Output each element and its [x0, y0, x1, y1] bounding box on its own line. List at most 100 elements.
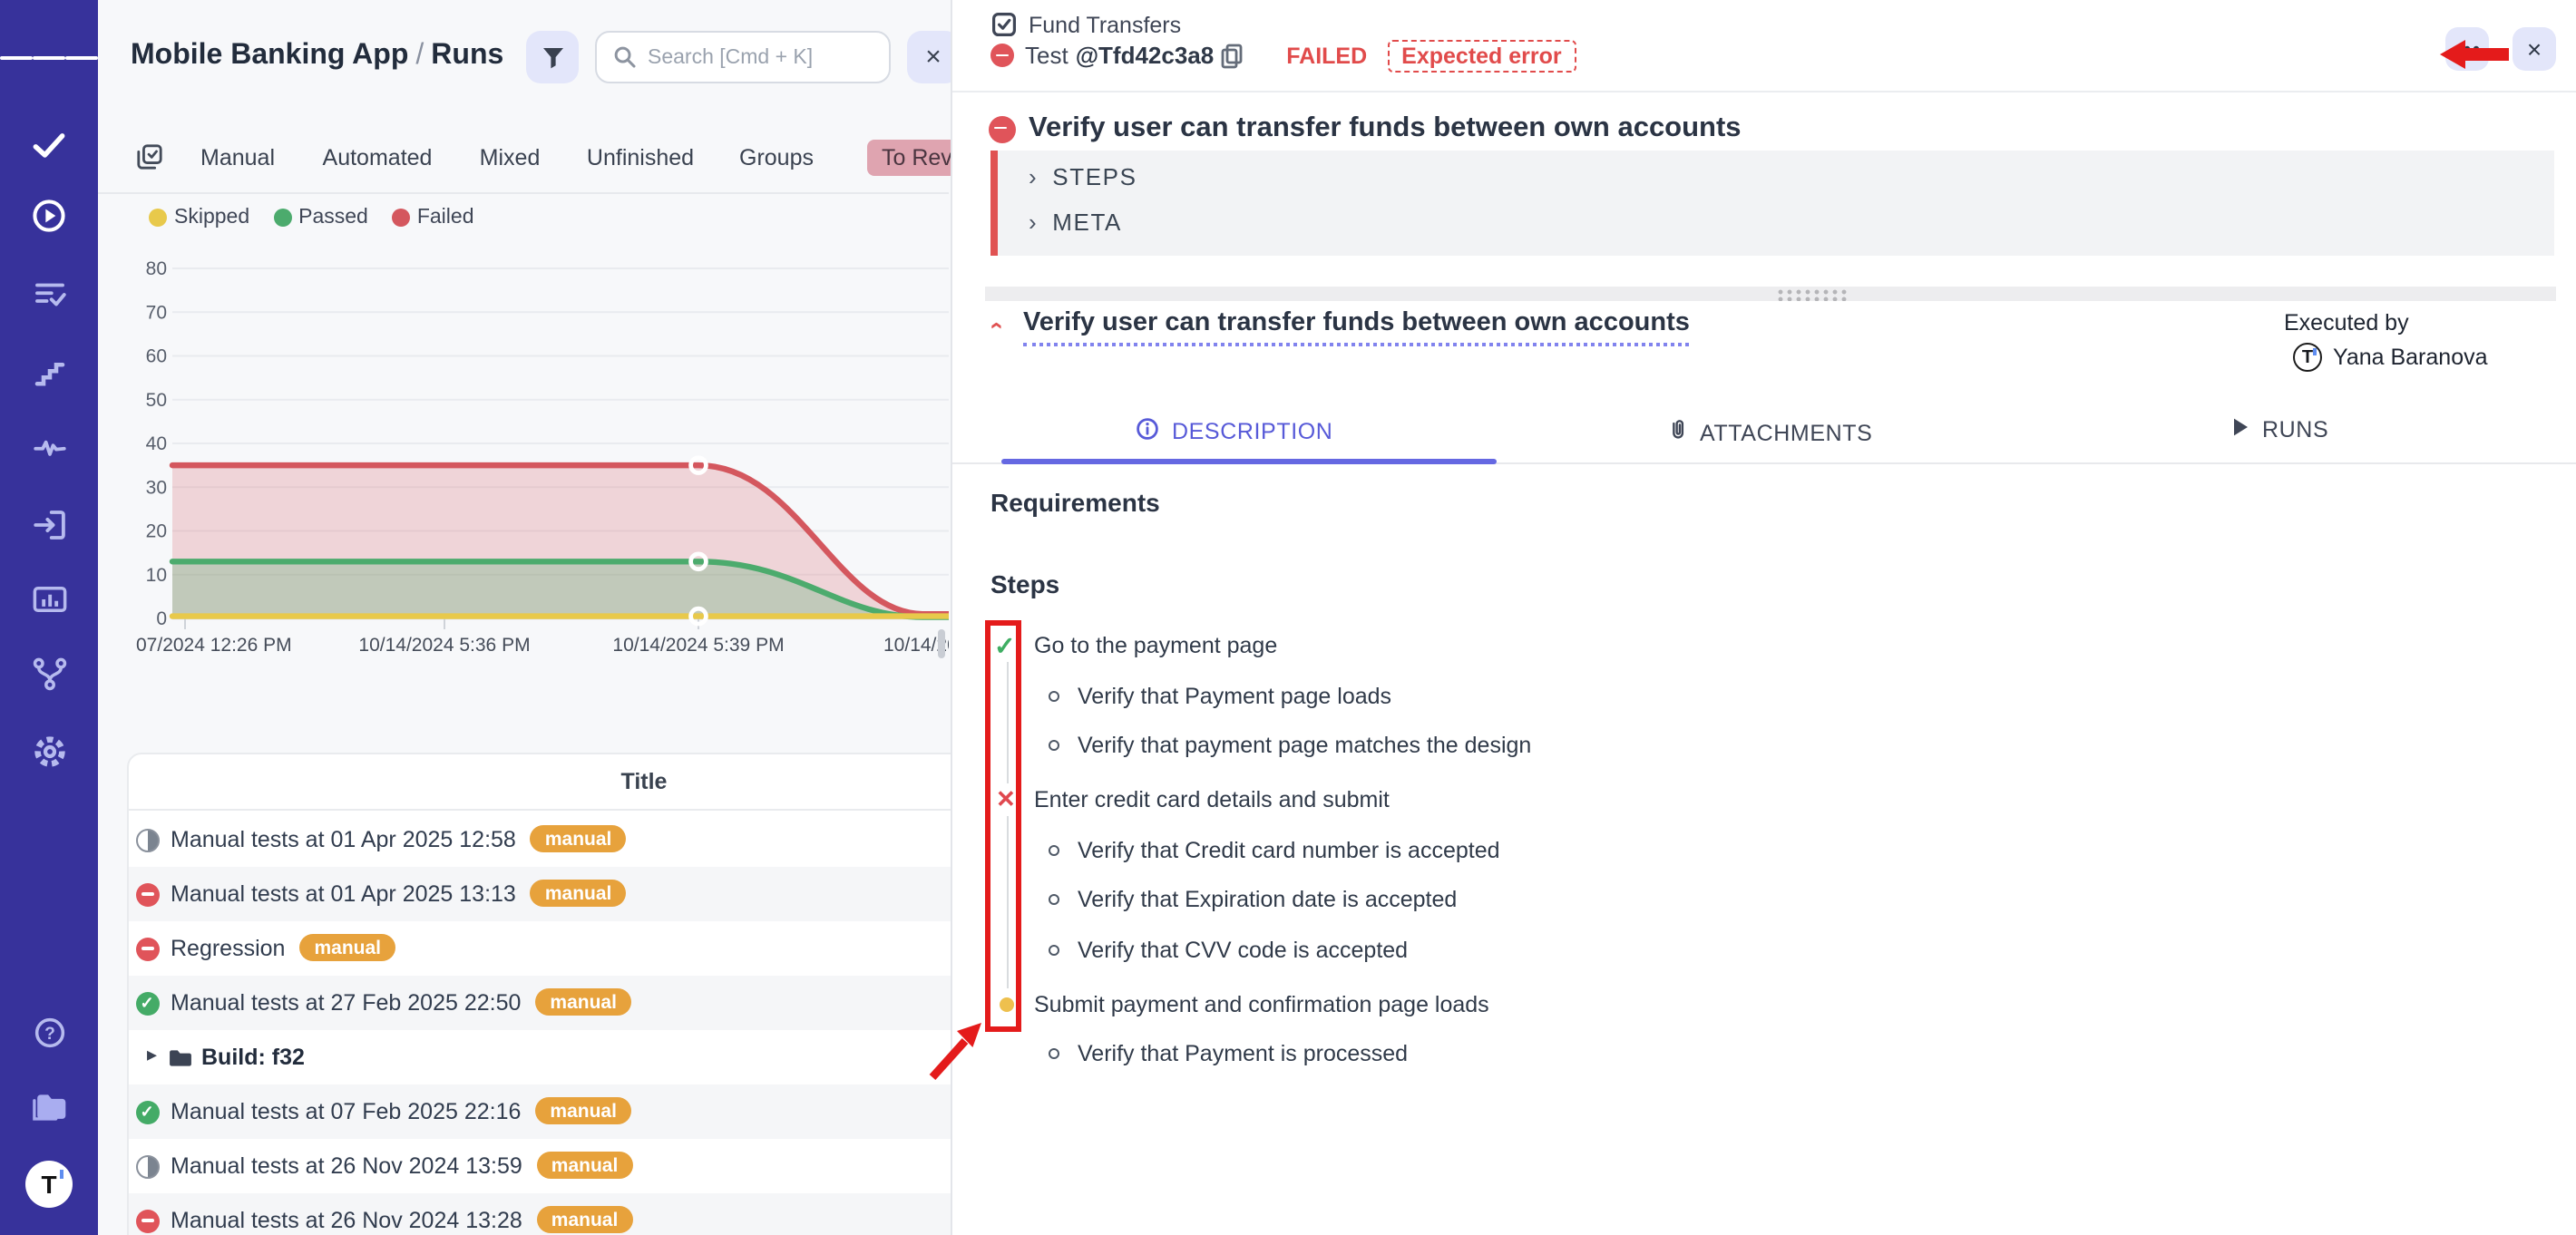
logo-avatar[interactable]: T — [0, 1157, 98, 1211]
tab-groups[interactable]: Groups — [739, 145, 814, 170]
table-row[interactable]: Manual tests at 26 Nov 2024 13:59 manual — [129, 1139, 950, 1193]
tab-attachments[interactable]: ATTACHMENTS — [1667, 417, 1872, 448]
close-detail-button[interactable]: × — [2513, 27, 2556, 71]
panel-close-button[interactable]: × — [907, 31, 950, 83]
table-row[interactable]: Manual tests at 26 Nov 2024 13:28 manual — [129, 1193, 950, 1235]
info-icon — [1136, 417, 1159, 446]
tab-label: DESCRIPTION — [1172, 419, 1333, 444]
resize-handle[interactable] — [985, 287, 2556, 301]
divider — [952, 91, 2576, 92]
executed-by-name: Yana Baranova — [2333, 345, 2488, 370]
test-details-title: Verify user can transfer funds between o… — [1023, 308, 1690, 346]
svg-text:80: 80 — [146, 258, 167, 279]
select-all-icon[interactable] — [136, 143, 163, 180]
manual-badge: manual — [535, 1097, 631, 1124]
svg-text:60: 60 — [146, 346, 167, 367]
collapsed-sections: › STEPS › META — [990, 151, 2554, 256]
branch-icon[interactable] — [0, 646, 98, 700]
step-text: Submit payment and confirmation page loa… — [1034, 991, 1489, 1016]
reports-icon[interactable] — [0, 571, 98, 626]
meta-section-toggle[interactable]: › META — [1029, 209, 1122, 236]
substep-text: Verify that Payment page loads — [1078, 683, 1392, 708]
tab-mixed[interactable]: Mixed — [479, 145, 541, 170]
tab-unfinished[interactable]: Unfinished — [586, 145, 695, 170]
substep-bullet-icon — [1049, 690, 1059, 701]
run-title: Manual tests at 26 Nov 2024 13:28 manual — [171, 1206, 633, 1235]
meta-section-label: META — [1052, 209, 1122, 236]
collapse-caret-icon[interactable]: › — [981, 321, 1009, 330]
active-tab-underline — [1001, 459, 1497, 464]
step-connector — [1007, 662, 1009, 783]
substep-text: Verify that Credit card number is accept… — [1078, 837, 1500, 862]
table-row[interactable]: Manual tests at 01 Apr 2025 12:58 manual — [129, 812, 950, 867]
settings-gear-icon[interactable] — [0, 724, 98, 778]
failed-status-icon — [135, 1209, 159, 1232]
legend-item-skipped[interactable]: Skipped — [149, 207, 249, 229]
tab-runs[interactable]: RUNS — [2231, 417, 2328, 442]
runs-table: Title Manual tests at 01 Apr 2025 12:58 m… — [127, 753, 950, 1235]
table-row[interactable]: ✓ Manual tests at 27 Feb 2025 22:50 manual — [129, 976, 950, 1030]
folder-icon — [169, 1045, 192, 1077]
tab-to-review[interactable]: To Review — [867, 140, 950, 176]
test-results-icon[interactable] — [0, 267, 98, 321]
menu-icon[interactable] — [0, 31, 98, 85]
steps-section-toggle[interactable]: › STEPS — [1029, 163, 1137, 190]
in-progress-status-icon — [135, 828, 159, 851]
run-title: Manual tests at 27 Feb 2025 22:50 manual — [171, 988, 631, 1017]
table-row[interactable]: Regression manual — [129, 921, 950, 976]
close-icon: × — [925, 42, 942, 73]
tab-manual[interactable]: Manual — [200, 145, 275, 170]
table-row[interactable]: Manual tests at 01 Apr 2025 13:13 manual — [129, 867, 950, 921]
help-icon[interactable]: ? — [0, 1005, 98, 1059]
manual-badge: manual — [535, 988, 631, 1016]
test-header-row: Test @Tfd42c3a8 FAILED Expected error — [1025, 39, 1576, 72]
steps-icon[interactable] — [0, 345, 98, 399]
tab-label: RUNS — [2262, 417, 2329, 442]
failed-status-icon — [135, 882, 159, 906]
legend-label: Skipped — [174, 207, 250, 229]
manual-badge: manual — [299, 934, 395, 961]
import-icon[interactable] — [0, 497, 98, 551]
test-label: Test — [1025, 42, 1068, 69]
tab-description[interactable]: DESCRIPTION — [1136, 417, 1332, 446]
table-row[interactable]: ✓ Manual tests at 07 Feb 2025 22:16 manual — [129, 1084, 950, 1139]
substep-bullet-icon — [1049, 844, 1059, 855]
legend-item-passed[interactable]: Passed — [273, 207, 368, 229]
search-input[interactable] — [648, 46, 865, 68]
filter-button[interactable] — [526, 31, 579, 83]
expand-caret-icon[interactable]: ▸ — [147, 1045, 158, 1066]
check-icon[interactable] — [0, 118, 98, 172]
legend-item-failed[interactable]: Failed — [391, 207, 474, 229]
run-title: Manual tests at 01 Apr 2025 13:13 manual — [171, 880, 627, 909]
play-circle-icon[interactable] — [0, 189, 98, 243]
divider — [952, 462, 2576, 464]
breadcrumb-project[interactable]: Mobile Banking App — [131, 40, 409, 71]
manual-badge: manual — [536, 1152, 633, 1179]
step-passed-icon: ✓ — [994, 631, 1016, 660]
chevron-right-icon: › — [1029, 209, 1039, 236]
more-button[interactable] — [2445, 27, 2489, 71]
tab-automated[interactable]: Automated — [322, 145, 433, 170]
funnel-icon — [542, 47, 562, 68]
status-badge: FAILED — [1286, 43, 1368, 68]
copy-icon[interactable] — [1221, 43, 1243, 68]
runs-history-chart: 0 10 20 30 40 50 60 70 80 07/2024 12:26 PM 10/14/2… — [136, 258, 949, 656]
svg-text:10/14/2024 5:36 PM: 10/14/2024 5:36 PM — [358, 635, 530, 656]
substep-text: Verify that CVV code is accepted — [1078, 937, 1409, 962]
failed-status-icon — [989, 116, 1016, 143]
divider — [98, 192, 949, 194]
svg-text:10/14/202: 10/14/202 — [883, 635, 949, 656]
svg-text:?: ? — [44, 1024, 54, 1043]
svg-text:0: 0 — [156, 608, 167, 629]
projects-folder-icon[interactable] — [0, 1081, 98, 1135]
executed-by-label: Executed by — [2284, 310, 2409, 335]
substep-bullet-icon — [1049, 740, 1059, 751]
legend-label: Passed — [298, 207, 368, 229]
step-connector — [1007, 816, 1009, 987]
table-row[interactable]: ▸ Build: f32 — [129, 1030, 950, 1084]
steps-section-label: STEPS — [1052, 163, 1137, 190]
sidebar: ? T — [0, 0, 98, 1235]
scrollbar-thumb[interactable] — [938, 629, 945, 658]
breadcrumb-suite[interactable]: Fund Transfers — [1029, 13, 1182, 38]
activity-icon[interactable] — [0, 419, 98, 473]
